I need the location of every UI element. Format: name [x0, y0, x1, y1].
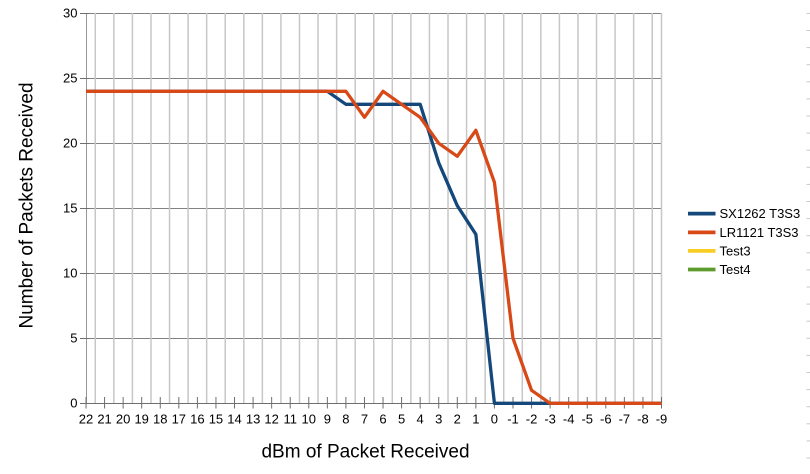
svg-text:5: 5 — [398, 412, 405, 427]
svg-text:-7: -7 — [619, 412, 631, 427]
svg-text:20: 20 — [63, 136, 77, 151]
svg-text:-4: -4 — [563, 412, 575, 427]
svg-text:Number of Packets Received: Number of Packets Received — [17, 82, 38, 328]
svg-text:1: 1 — [472, 412, 479, 427]
svg-text:15: 15 — [63, 201, 77, 216]
svg-text:14: 14 — [227, 412, 241, 427]
svg-text:-2: -2 — [526, 412, 538, 427]
svg-text:-3: -3 — [544, 412, 556, 427]
svg-text:SX1262 T3S3: SX1262 T3S3 — [720, 206, 801, 221]
svg-text:8: 8 — [342, 412, 349, 427]
svg-text:22: 22 — [79, 412, 93, 427]
svg-text:10: 10 — [302, 412, 316, 427]
svg-text:6: 6 — [379, 412, 386, 427]
svg-text:21: 21 — [97, 412, 111, 427]
svg-text:2: 2 — [454, 412, 461, 427]
svg-text:7: 7 — [361, 412, 368, 427]
svg-text:-5: -5 — [581, 412, 593, 427]
svg-text:17: 17 — [172, 412, 186, 427]
svg-text:19: 19 — [134, 412, 148, 427]
svg-text:4: 4 — [417, 412, 424, 427]
svg-text:18: 18 — [153, 412, 167, 427]
svg-text:13: 13 — [246, 412, 260, 427]
svg-text:11: 11 — [283, 412, 297, 427]
svg-text:Test3: Test3 — [720, 244, 751, 259]
svg-text:30: 30 — [63, 6, 77, 21]
svg-text:9: 9 — [324, 412, 331, 427]
svg-text:5: 5 — [70, 331, 77, 346]
svg-text:LR1121 T3S3: LR1121 T3S3 — [720, 225, 799, 240]
svg-text:20: 20 — [116, 412, 130, 427]
svg-text:12: 12 — [264, 412, 278, 427]
svg-text:Test4: Test4 — [720, 262, 751, 277]
svg-text:25: 25 — [63, 71, 77, 86]
svg-text:3: 3 — [435, 412, 442, 427]
svg-text:-6: -6 — [600, 412, 612, 427]
svg-text:0: 0 — [70, 396, 77, 411]
svg-text:dBm of Packet Received: dBm of Packet Received — [261, 441, 469, 462]
svg-text:-1: -1 — [507, 412, 519, 427]
svg-text:16: 16 — [190, 412, 204, 427]
svg-text:10: 10 — [63, 266, 77, 281]
svg-text:-9: -9 — [656, 412, 668, 427]
svg-text:15: 15 — [209, 412, 223, 427]
svg-text:-8: -8 — [637, 412, 649, 427]
svg-text:0: 0 — [491, 412, 498, 427]
